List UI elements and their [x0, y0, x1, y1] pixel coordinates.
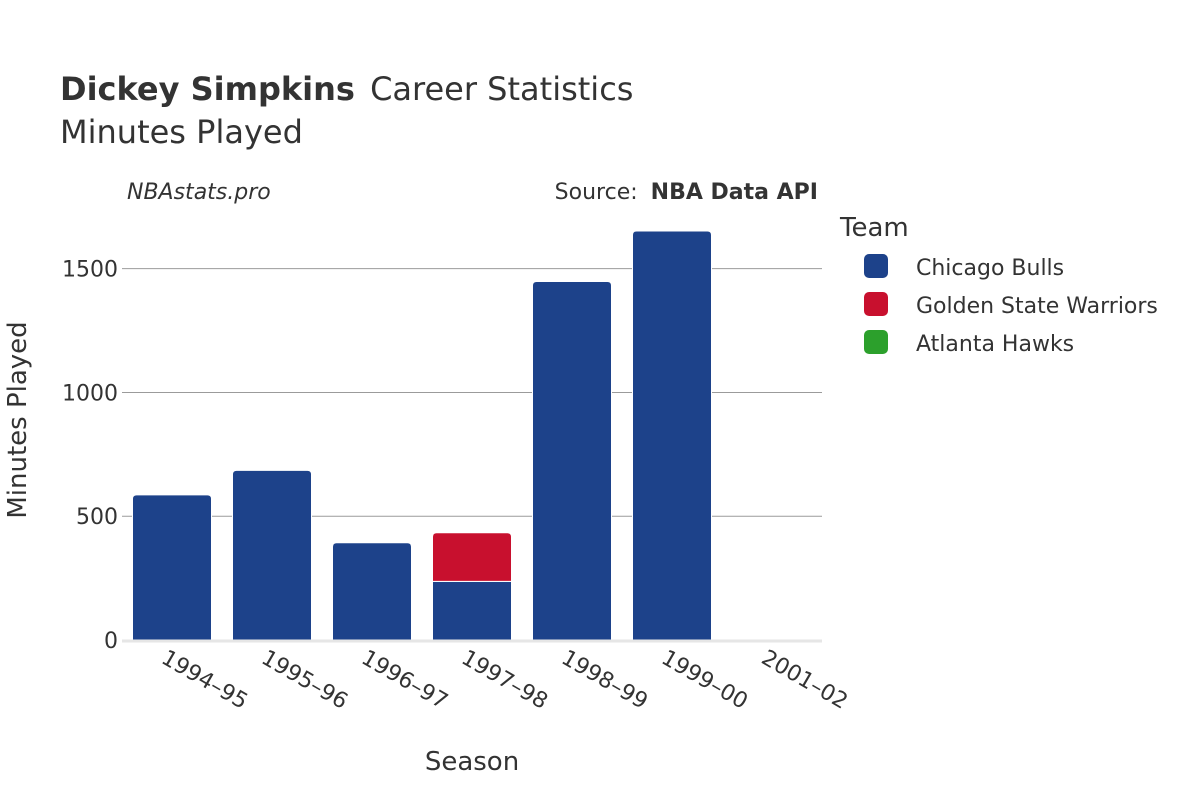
legend-label: Golden State Warriors — [916, 294, 1158, 319]
y-axis-ticks: 0 500 1000 1500 — [62, 258, 118, 654]
source-value: NBA Data API — [651, 180, 818, 205]
y-tick-label: 0 — [104, 629, 118, 654]
x-tick-label: 1994–95 — [157, 646, 252, 715]
y-tick-label: 1500 — [62, 258, 118, 283]
source-text: Source: NBA Data API — [555, 180, 818, 205]
title-suffix: Career Statistics — [370, 70, 633, 108]
x-tick-label: 1999–00 — [657, 646, 752, 715]
legend-swatch — [864, 330, 888, 354]
bar-chicago-bulls-1996–97 — [332, 542, 412, 641]
legend-swatch — [864, 254, 888, 278]
x-axis-title: Season — [425, 747, 519, 777]
x-axis-ticks: 1994–95 1995–96 1996–97 1997–98 1998–99 1999–… — [157, 646, 852, 715]
chart-title: Dickey Simpkins Career Statistics — [60, 70, 633, 108]
chart-subtitle: Minutes Played — [60, 113, 303, 151]
x-tick-label: 2001–02 — [757, 646, 852, 715]
y-tick-label: 500 — [76, 505, 118, 530]
bar-golden-state-warriors-1997–98 — [432, 532, 512, 582]
bars — [132, 230, 812, 641]
x-tick-label: 1996–97 — [357, 646, 452, 715]
x-tick-label: 1997–98 — [457, 646, 552, 715]
legend-title: Team — [839, 213, 909, 243]
legend: Chicago Bulls Golden State Warriors Atlant… — [864, 254, 1158, 357]
y-tick-label: 1000 — [62, 381, 118, 406]
x-tick-label: 1998–99 — [557, 646, 652, 715]
legend-swatch — [864, 292, 888, 316]
player-name: Dickey Simpkins — [60, 70, 355, 108]
bar-chicago-bulls-1999–00 — [632, 230, 712, 641]
x-tick-label: 1995–96 — [257, 646, 352, 715]
bar-chicago-bulls-1997–98 — [432, 580, 512, 641]
bar-chicago-bulls-1994–95 — [132, 494, 212, 641]
legend-label: Atlanta Hawks — [916, 332, 1074, 357]
source-label: Source: — [555, 180, 638, 205]
y-axis-title: Minutes Played — [3, 321, 33, 518]
bar-chicago-bulls-1998–99 — [532, 281, 612, 641]
gridlines — [122, 268, 822, 517]
credit-text: NBAstats.pro — [127, 180, 271, 205]
legend-label: Chicago Bulls — [916, 256, 1064, 281]
bar-chicago-bulls-1995–96 — [232, 469, 312, 641]
